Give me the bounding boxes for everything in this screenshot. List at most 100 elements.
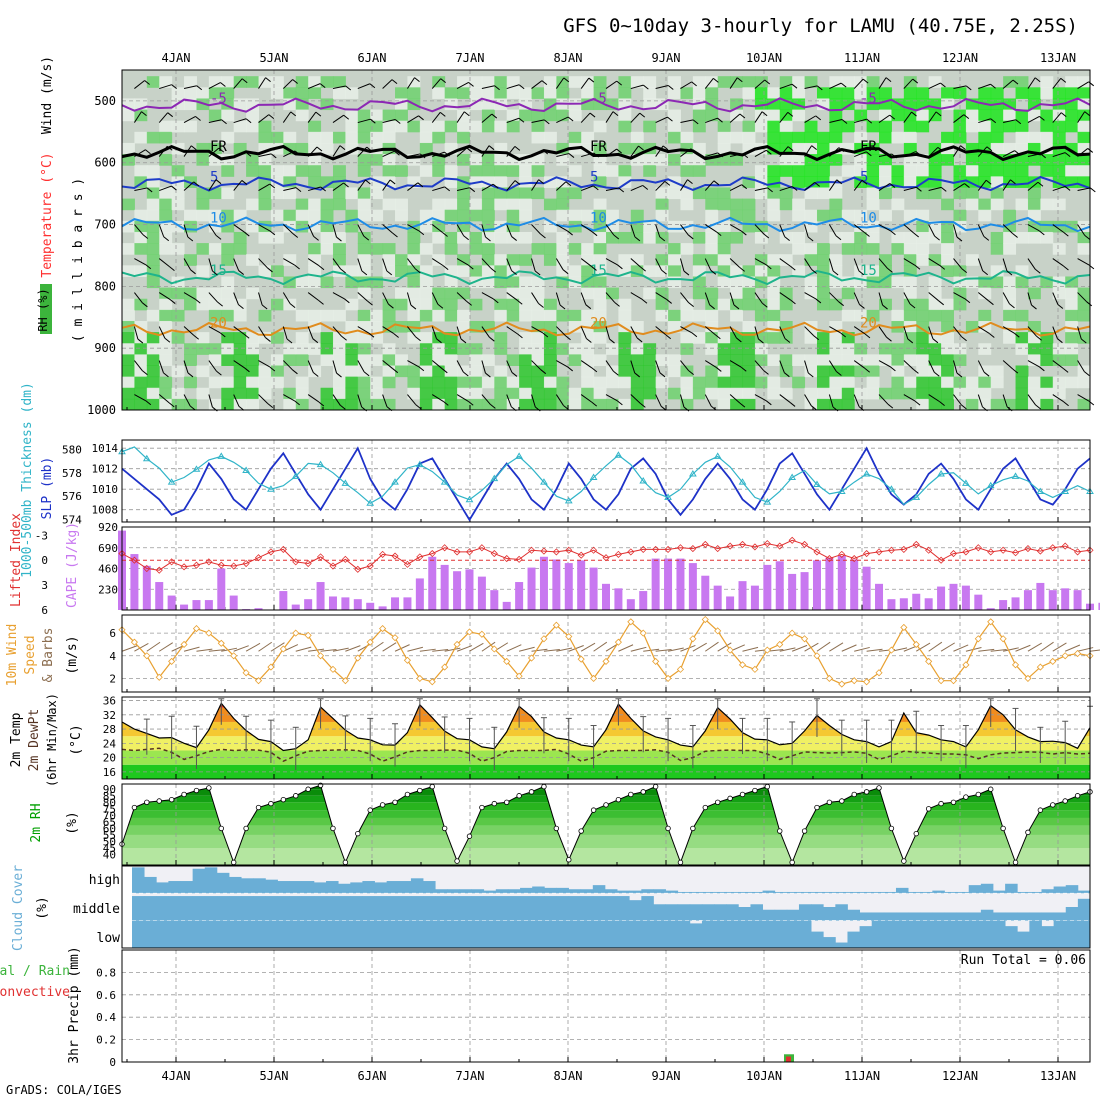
wind-barb — [432, 151, 445, 158]
rh-cell — [680, 243, 694, 255]
rh-cell — [419, 120, 433, 133]
rh-cell — [829, 109, 843, 122]
rh-cell — [320, 387, 334, 400]
wind10-barb — [308, 648, 325, 652]
cape-bar — [750, 585, 759, 610]
rh-cell — [767, 87, 781, 99]
rh-cell — [655, 209, 669, 222]
rh-cell — [357, 343, 371, 355]
rh-cell — [742, 332, 756, 344]
rh-cell — [432, 254, 446, 266]
rh-cell — [618, 76, 632, 88]
rh-cell — [668, 120, 681, 133]
rh-cell — [692, 254, 706, 266]
cape-bar — [465, 569, 474, 610]
rh-cell — [593, 254, 607, 266]
rh-cell — [295, 309, 309, 322]
cloud-cell-high — [811, 891, 824, 894]
wind-barb-feather — [961, 404, 967, 410]
bottom-day-label-10JAN: 10JAN — [746, 1069, 782, 1083]
rh-cell — [196, 365, 210, 378]
rh-cell — [432, 131, 446, 144]
wind-barb-feather — [559, 304, 566, 310]
cloud-cell-middle — [520, 896, 533, 921]
wind-barb — [729, 224, 742, 232]
rh-cell — [221, 220, 235, 233]
cloud-cell-low — [944, 920, 958, 948]
wind-barb — [431, 394, 444, 402]
wind-barb — [953, 394, 962, 406]
cape-bar — [875, 583, 884, 610]
rh-cell — [246, 198, 260, 211]
rh-cell — [866, 76, 880, 88]
rh-cell — [829, 209, 843, 222]
rh-cell — [829, 120, 843, 133]
cloud-cell-low — [665, 920, 679, 948]
rh-cell — [742, 365, 756, 378]
wind-barb-feather — [784, 338, 791, 343]
cloud-cell-high — [374, 882, 388, 894]
rh-cell — [767, 187, 781, 200]
rh-cell — [891, 165, 905, 177]
wind-barb-feather — [841, 119, 848, 124]
cape-bar — [937, 586, 946, 610]
rh-cell — [1003, 209, 1017, 222]
cloud-cell-high — [338, 883, 351, 894]
wind-barb-feather — [320, 186, 326, 192]
rh-cell — [978, 198, 992, 211]
wind10-point — [230, 652, 238, 660]
cloud-cell-low — [883, 920, 897, 948]
rh-cell — [146, 365, 160, 378]
li-point — [590, 546, 598, 554]
isotherm-label-10: 10 — [590, 211, 607, 227]
wind-barb-feather — [1034, 268, 1041, 274]
wind-barb-feather — [145, 149, 151, 155]
wind10-point — [800, 635, 809, 643]
rh-cell — [407, 254, 421, 266]
rh-cell — [754, 265, 768, 277]
rh-cell — [618, 398, 632, 411]
chart-title: GFS 0~10day 3-hourly for LAMU (40.75E, 2… — [563, 15, 1078, 37]
rh-cell — [941, 365, 954, 378]
wind-barb-feather — [840, 82, 847, 88]
cape-bar — [850, 559, 859, 610]
rh-cell — [270, 376, 284, 389]
rh-cell — [407, 332, 421, 344]
rh-cell — [407, 243, 421, 255]
rh-cell — [432, 76, 446, 88]
rh-cell — [407, 87, 421, 99]
wind10-barb — [630, 646, 647, 652]
rh-point — [615, 796, 622, 803]
wind-barb — [208, 326, 221, 334]
wind-barb — [779, 258, 791, 267]
wind10-barb — [1015, 644, 1031, 652]
wind-barb-feather — [709, 304, 715, 310]
rh-cell — [978, 154, 992, 166]
cape-bar — [415, 578, 424, 610]
rh-cell — [221, 76, 235, 88]
wind-barb — [680, 292, 690, 303]
rh-cell — [481, 376, 495, 389]
isotherm-label--5: -5 — [860, 91, 877, 107]
wind10-barb — [233, 645, 249, 652]
wind-barb-feather — [216, 370, 222, 376]
rh-cell — [593, 198, 607, 211]
rh-cell — [270, 231, 284, 244]
rh-cell — [134, 376, 148, 389]
rh-cell — [457, 387, 470, 400]
wind-barb — [456, 326, 462, 340]
pressure-tick-700: 700 — [94, 218, 116, 232]
cloud-cell-high — [908, 891, 921, 894]
wind10-barb — [829, 642, 844, 652]
rh-cell — [854, 354, 868, 366]
rh-cell — [556, 176, 570, 188]
wind-barb-feather — [836, 179, 843, 185]
rh-cell — [159, 220, 173, 233]
bottom-day-label-13JAN: 13JAN — [1040, 1069, 1076, 1083]
rh-point — [590, 807, 597, 813]
li-point — [726, 542, 734, 550]
slp-tick-1012: 1012 — [92, 463, 119, 476]
wind-barb — [407, 115, 419, 123]
cloud-cell-low — [798, 920, 812, 948]
rh-cell — [543, 254, 557, 266]
